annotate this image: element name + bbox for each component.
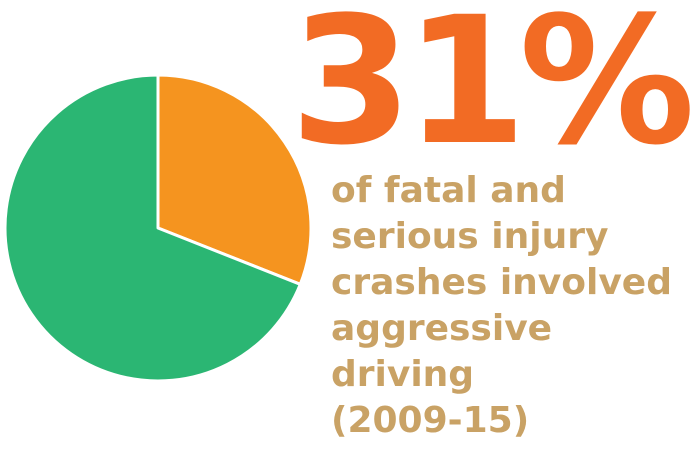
caption-line: crashes involved (331, 262, 672, 303)
caption-line: (2009-15) (331, 400, 530, 441)
caption-line: aggressive (331, 308, 553, 349)
pie-slice-0 (156, 73, 313, 286)
caption-line: driving (331, 354, 475, 395)
headline-stat: 31% (290, 0, 695, 184)
pie-slice-1 (3, 73, 302, 383)
caption-line: of fatal and (331, 170, 566, 211)
caption-text: of fatal and serious injury crashes invo… (331, 168, 698, 444)
caption-line: serious injury (331, 216, 609, 257)
